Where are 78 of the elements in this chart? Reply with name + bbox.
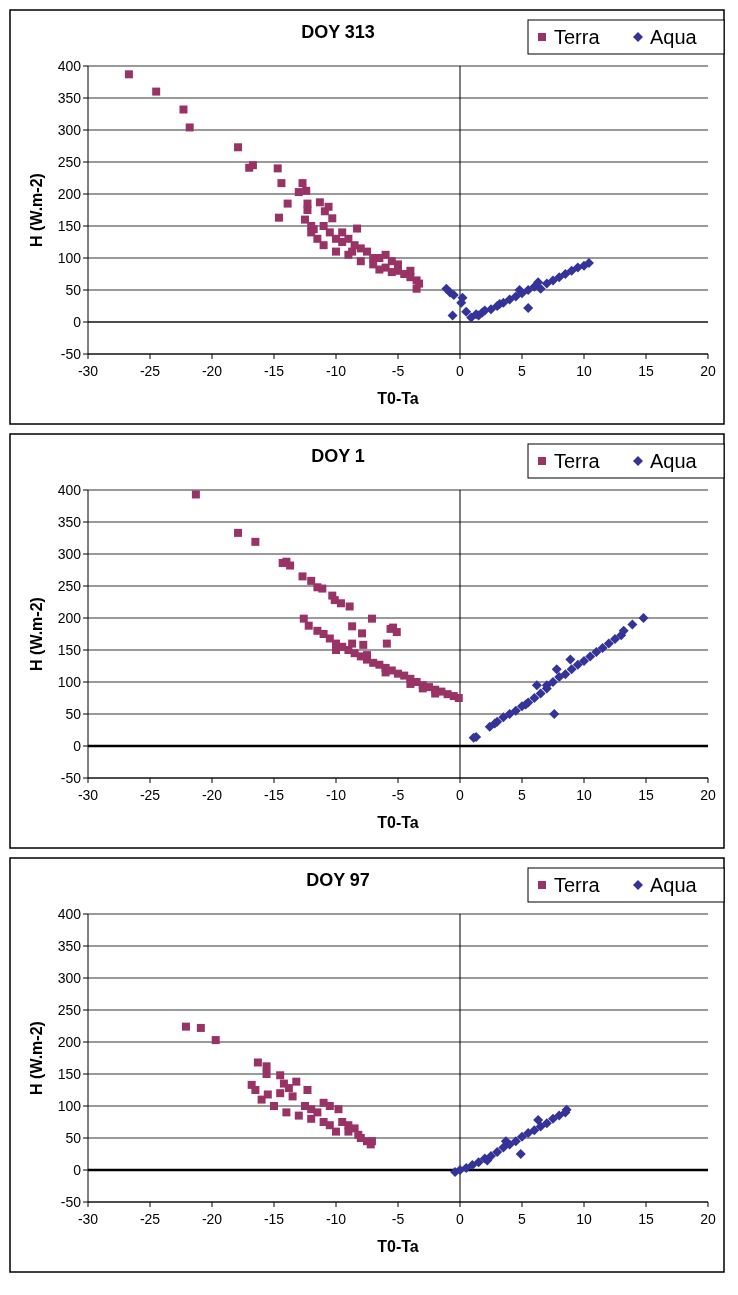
x-tick-label: 5 <box>518 787 527 803</box>
x-tick-label: -15 <box>263 363 285 379</box>
x-tick-label: -30 <box>77 1211 99 1227</box>
x-tick-label: -15 <box>263 1211 285 1227</box>
x-tick-label: -10 <box>325 1211 347 1227</box>
x-tick-label: -10 <box>325 787 347 803</box>
y-tick-label: 350 <box>57 513 82 530</box>
x-tick-label: 20 <box>700 1211 716 1227</box>
y-tick-label: 350 <box>57 937 82 954</box>
y-tick-label: 0 <box>73 313 82 330</box>
y-tick-label: 150 <box>57 1065 82 1082</box>
x-tick-label: -5 <box>391 787 405 803</box>
y-tick-label: 250 <box>57 577 82 594</box>
x-tick-label: -20 <box>201 363 223 379</box>
y-tick-label: 300 <box>57 121 82 138</box>
y-tick-label: 200 <box>57 1033 82 1050</box>
legend-label: Terra <box>554 26 601 48</box>
x-tick-label: -25 <box>139 363 161 379</box>
y-tick-label: 150 <box>57 641 82 658</box>
legend-label: Aqua <box>650 874 698 896</box>
y-tick-label: 250 <box>57 1001 82 1018</box>
x-tick-label: -30 <box>77 363 99 379</box>
x-tick-label: 0 <box>456 1211 465 1227</box>
y-axis-title: H (W.m-2) <box>28 1021 45 1095</box>
y-tick-label: 350 <box>57 89 82 106</box>
x-tick-label: -20 <box>201 1211 223 1227</box>
x-axis-title: T0-Ta <box>377 814 419 831</box>
y-tick-label: 400 <box>57 481 82 498</box>
y-tick-label: 0 <box>73 737 82 754</box>
y-tick-label: -50 <box>60 345 82 362</box>
x-tick-label: 20 <box>700 363 716 379</box>
chart-title: DOY 97 <box>306 870 370 890</box>
y-tick-label: 50 <box>65 1129 82 1146</box>
x-tick-label: 10 <box>576 1211 592 1227</box>
chart-title: DOY 313 <box>301 22 375 42</box>
x-tick-label: -25 <box>139 1211 161 1227</box>
x-tick-label: 5 <box>518 1211 527 1227</box>
y-tick-label: 0 <box>73 1161 82 1178</box>
y-tick-label: -50 <box>60 769 82 786</box>
x-tick-label: 20 <box>700 787 716 803</box>
x-tick-label: 15 <box>638 1211 654 1227</box>
legend-label: Terra <box>554 450 601 472</box>
legend-label: Aqua <box>650 450 698 472</box>
y-tick-label: 300 <box>57 545 82 562</box>
y-tick-label: -50 <box>60 1193 82 1210</box>
x-axis-title: T0-Ta <box>377 1238 419 1255</box>
y-tick-label: 50 <box>65 281 82 298</box>
legend-label: Terra <box>554 874 601 896</box>
x-tick-label: 0 <box>456 363 465 379</box>
y-tick-label: 250 <box>57 153 82 170</box>
y-tick-label: 400 <box>57 905 82 922</box>
x-tick-label: -25 <box>139 787 161 803</box>
x-tick-label: 10 <box>576 787 592 803</box>
y-tick-label: 400 <box>57 57 82 74</box>
x-tick-label: -30 <box>77 787 99 803</box>
chart-title: DOY 1 <box>311 446 365 466</box>
x-tick-label: 10 <box>576 363 592 379</box>
x-axis-title: T0-Ta <box>377 390 419 407</box>
x-tick-label: -5 <box>391 363 405 379</box>
y-tick-label: 300 <box>57 969 82 986</box>
x-tick-label: 15 <box>638 787 654 803</box>
x-tick-label: -5 <box>391 1211 405 1227</box>
x-tick-label: 0 <box>456 787 465 803</box>
y-tick-label: 100 <box>57 673 82 690</box>
y-axis-title: H (W.m-2) <box>28 173 45 247</box>
x-tick-label: -15 <box>263 787 285 803</box>
x-tick-label: -10 <box>325 363 347 379</box>
y-tick-label: 100 <box>57 1097 82 1114</box>
y-tick-label: 100 <box>57 249 82 266</box>
x-tick-label: 15 <box>638 363 654 379</box>
y-tick-label: 200 <box>57 185 82 202</box>
y-tick-label: 150 <box>57 217 82 234</box>
legend-label: Aqua <box>650 26 698 48</box>
x-tick-label: -20 <box>201 787 223 803</box>
y-tick-label: 50 <box>65 705 82 722</box>
x-tick-label: 5 <box>518 363 527 379</box>
y-axis-title: H (W.m-2) <box>28 597 45 671</box>
y-tick-label: 200 <box>57 609 82 626</box>
